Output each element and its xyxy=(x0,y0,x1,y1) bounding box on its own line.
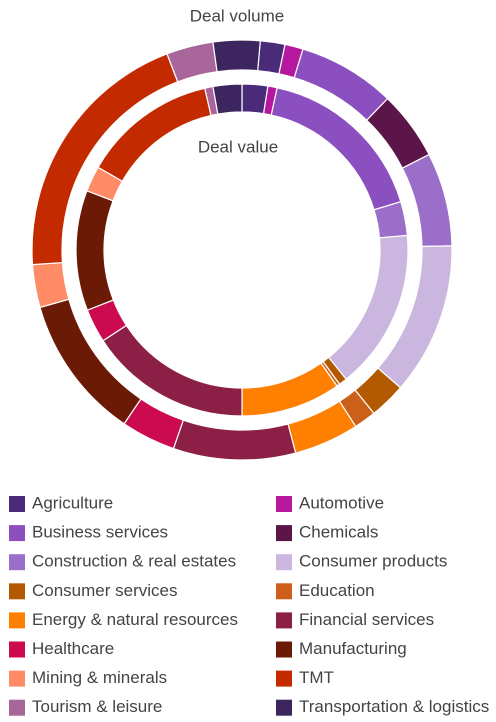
ring-label: Deal value xyxy=(198,137,278,156)
legend-label: Education xyxy=(299,581,375,600)
legend-swatch xyxy=(9,554,25,571)
legend-swatch xyxy=(9,525,25,542)
legend-label: Chemicals xyxy=(299,523,378,542)
donut-segment xyxy=(172,419,297,461)
legend-swatch xyxy=(9,496,25,512)
legend-label: Transportation & logistics xyxy=(299,697,489,716)
legend-swatch xyxy=(9,699,25,716)
legend-label: Agriculture xyxy=(32,493,113,512)
donut-segment xyxy=(212,39,261,73)
legend-label: Consumer products xyxy=(299,552,447,571)
legend-swatch xyxy=(276,554,292,571)
legend-label: Healthcare xyxy=(32,639,114,658)
legend-swatch xyxy=(9,641,25,658)
legend-label: Energy & natural resources xyxy=(32,610,238,629)
donut-segment xyxy=(75,190,115,311)
legend-label: Mining & minerals xyxy=(32,668,167,687)
legend-swatch xyxy=(276,699,292,716)
legend-swatch xyxy=(9,670,25,687)
legend-label: Financial services xyxy=(299,610,434,629)
legend-label: Automotive xyxy=(299,493,384,512)
legend-swatch xyxy=(276,583,292,600)
legend-label: Tourism & leisure xyxy=(32,697,162,716)
donut-segment xyxy=(401,153,453,248)
legend-swatch xyxy=(276,641,292,658)
legend-label: TMT xyxy=(299,668,334,687)
legend-label: Business services xyxy=(32,523,168,542)
legend-label: Manufacturing xyxy=(299,639,407,658)
legend-swatch xyxy=(9,612,25,629)
legend-swatch xyxy=(276,496,292,512)
donut-segment xyxy=(212,83,243,115)
legend-swatch xyxy=(276,525,292,542)
legend-label: Construction & real estates xyxy=(32,552,236,571)
legend-swatch xyxy=(9,583,25,600)
legend-label: Consumer services xyxy=(32,581,178,600)
legend-swatch xyxy=(276,612,292,629)
legend-swatch xyxy=(276,670,292,687)
ring-label: Deal volume xyxy=(190,6,285,25)
donut-segment xyxy=(241,362,338,417)
donut-segment xyxy=(31,261,70,309)
